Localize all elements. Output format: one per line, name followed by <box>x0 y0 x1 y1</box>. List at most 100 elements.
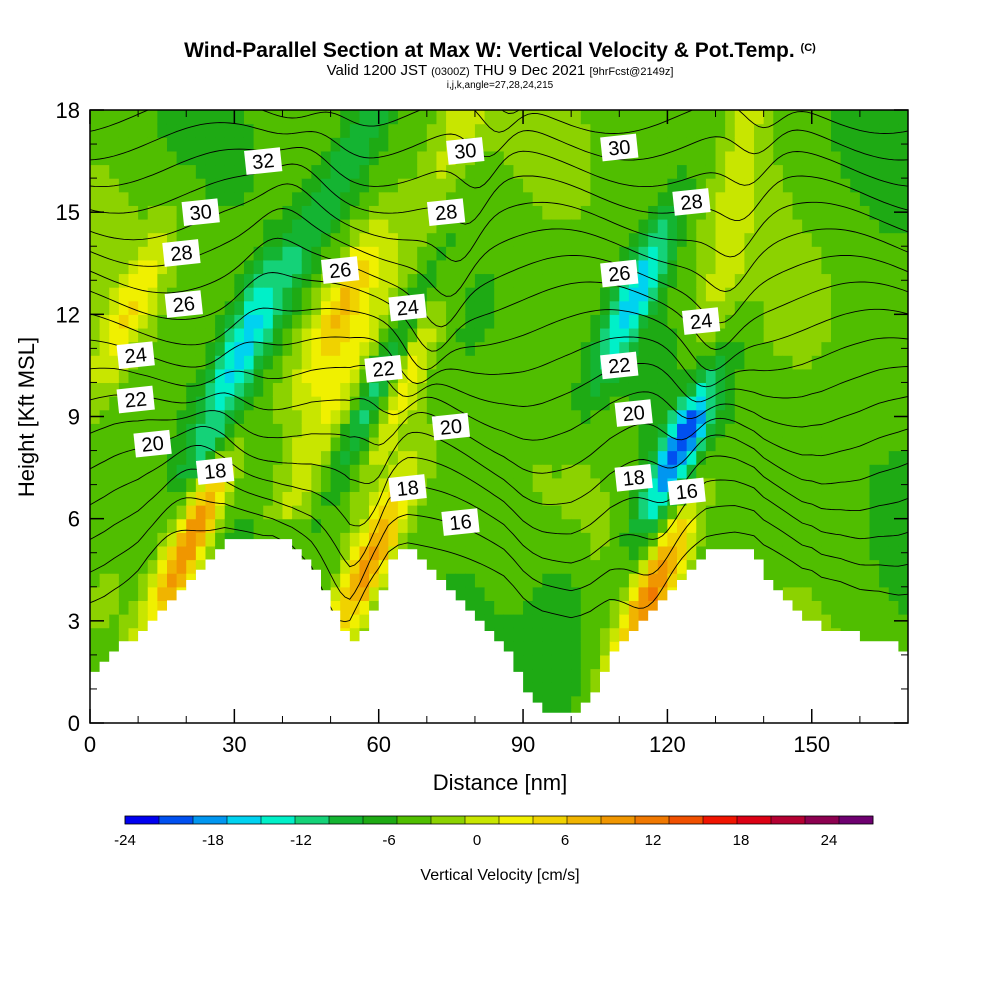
field-cell <box>831 232 842 247</box>
field-cell <box>715 505 726 520</box>
field-cell <box>782 450 794 465</box>
field-cell <box>99 123 110 138</box>
field-cell <box>301 505 312 520</box>
field-cell <box>802 382 813 397</box>
field-cell <box>773 573 784 588</box>
field-cell <box>465 110 476 125</box>
field-cell <box>580 314 592 329</box>
field-cell <box>157 110 168 125</box>
field-cell <box>503 464 515 479</box>
field-cell <box>138 545 149 561</box>
field-cell <box>436 218 447 234</box>
field-cell <box>292 164 303 179</box>
field-cell <box>494 110 505 125</box>
field-cell <box>782 205 794 220</box>
field-cell <box>879 382 890 397</box>
field-cell <box>147 287 158 302</box>
field-cell <box>138 300 149 315</box>
field-cell <box>542 573 553 588</box>
field-cell <box>821 532 832 547</box>
field-cell <box>359 246 370 261</box>
field-cell <box>513 287 524 302</box>
field-cell <box>195 246 207 261</box>
field-cell <box>330 600 341 615</box>
field-cell <box>292 409 303 424</box>
field-cell <box>90 436 101 452</box>
field-cell <box>369 341 380 356</box>
theta-label: 20 <box>431 412 471 441</box>
field-cell <box>802 123 813 138</box>
field-cell <box>821 491 832 506</box>
field-cell <box>763 477 774 493</box>
field-cell <box>494 368 505 384</box>
field-cell <box>811 191 822 206</box>
field-cell <box>369 464 380 479</box>
field-cell <box>859 368 871 384</box>
field-cell <box>224 382 235 397</box>
field-cell <box>388 382 399 397</box>
field-cell <box>272 436 284 452</box>
field-cell <box>205 396 216 411</box>
field-cell <box>686 164 697 179</box>
chart-title: Wind-Parallel Section at Max W: Vertical… <box>0 36 1000 63</box>
field-cell <box>821 232 832 247</box>
field-cell <box>494 137 505 152</box>
field-cell <box>176 450 187 465</box>
field-cell <box>234 110 245 125</box>
field-cell <box>513 259 524 275</box>
field-cell <box>90 450 101 465</box>
field-cell <box>90 641 101 656</box>
field-cell <box>628 423 640 438</box>
field-cell <box>474 164 486 179</box>
theta-label: 16 <box>667 477 706 506</box>
field-cell <box>802 341 813 356</box>
field-cell <box>128 423 139 438</box>
field-cell <box>465 368 476 384</box>
field-cell <box>292 123 303 138</box>
field-cell <box>465 600 476 615</box>
field-cell <box>879 505 890 520</box>
field-cell <box>667 436 678 452</box>
field-cell <box>195 491 207 506</box>
field-cell <box>898 164 908 179</box>
field-cell <box>417 341 428 356</box>
field-cell <box>157 205 168 220</box>
field-cell <box>744 232 755 247</box>
colorbar-swatch <box>771 816 806 824</box>
field-cell <box>157 355 168 370</box>
field-cell <box>320 178 332 193</box>
field-cell <box>157 586 168 601</box>
field-cell <box>734 341 745 356</box>
field-cell <box>859 327 871 343</box>
field-cell <box>436 477 447 493</box>
field-cell <box>378 218 389 234</box>
field-cell <box>109 627 120 642</box>
field-cell <box>532 150 543 166</box>
field-cell <box>811 327 822 343</box>
field-cell <box>763 110 774 125</box>
field-cell <box>205 382 216 397</box>
field-cell <box>147 409 158 424</box>
field-cell <box>378 573 389 588</box>
field-cell <box>359 423 370 438</box>
field-cell <box>292 532 303 547</box>
field-cell <box>609 518 620 533</box>
field-cell <box>186 382 197 397</box>
field-cell <box>292 327 303 343</box>
field-cell <box>484 164 495 179</box>
field-cell <box>157 246 168 261</box>
field-cell <box>128 477 139 493</box>
field-cell <box>388 409 399 424</box>
field-cell <box>619 505 630 520</box>
field-cell <box>320 409 332 424</box>
field-cell <box>648 191 659 206</box>
field-cell <box>369 178 380 193</box>
field-cell <box>474 450 486 465</box>
field-cell <box>407 150 418 166</box>
field-cell <box>263 259 274 275</box>
field-cell <box>215 436 226 452</box>
field-cell <box>859 464 871 479</box>
field-cell <box>551 409 563 424</box>
field-cell <box>311 341 322 356</box>
field-cell <box>388 110 399 125</box>
